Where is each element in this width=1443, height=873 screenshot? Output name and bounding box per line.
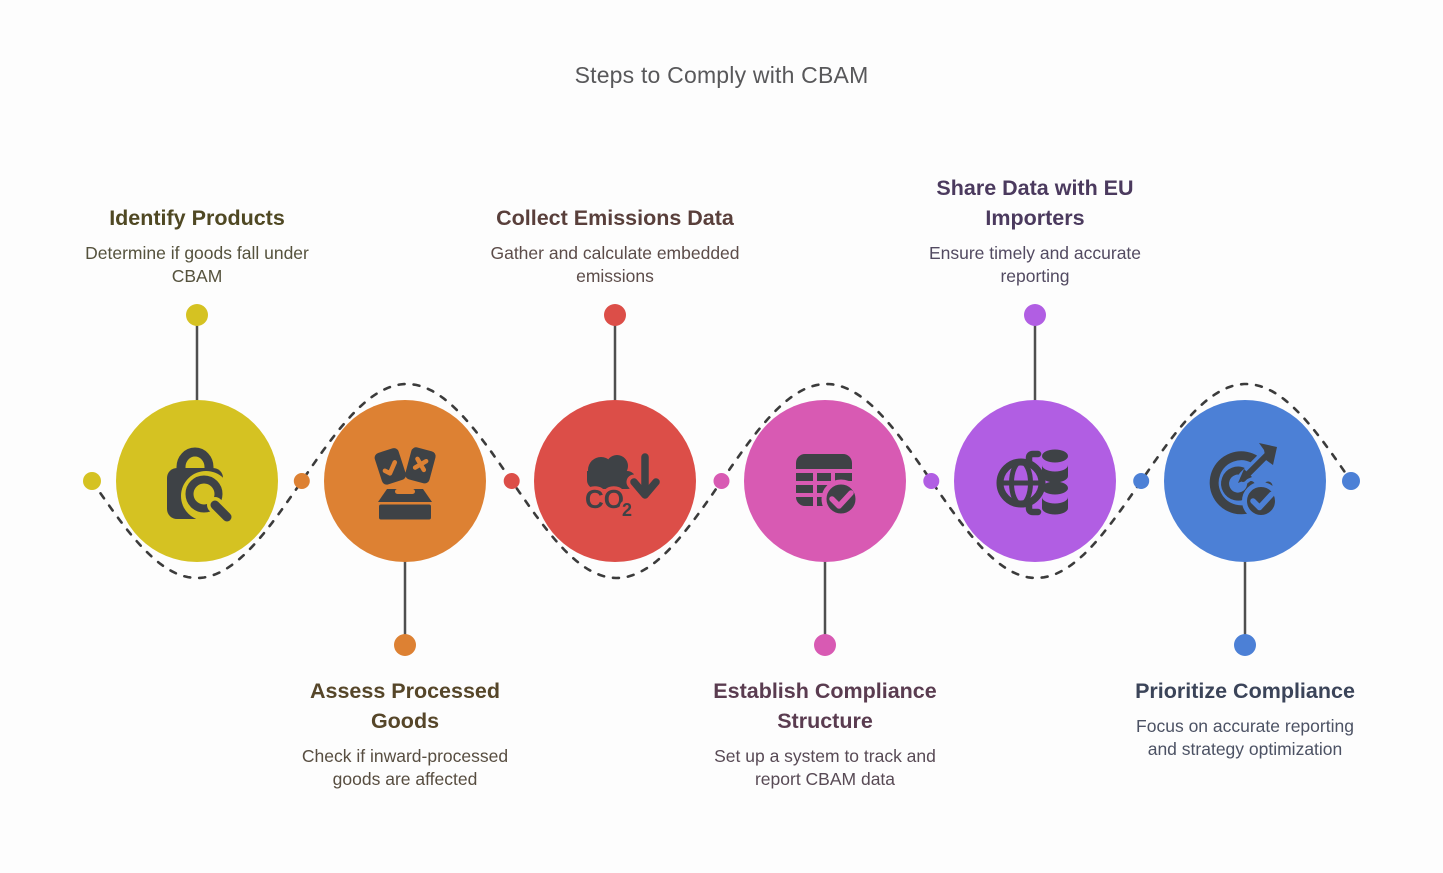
step-text-6: Prioritize Compliance Focus on accurate r…	[1080, 676, 1410, 760]
step-text-5: Share Data with EU Importers Ensure timel…	[870, 152, 1200, 287]
globe-database-icon	[996, 449, 1068, 516]
step-description: Determine if goods fall under CBAM	[85, 243, 309, 286]
step-title: Assess Processed Goods	[309, 679, 501, 733]
connector-end-dot	[1342, 472, 1360, 490]
step-circle-1	[116, 400, 278, 562]
co2-cloud-arrow-down-icon: CO 2	[582, 449, 664, 523]
step-title: Establish Compliance Structure	[713, 679, 937, 733]
svg-text:2: 2	[622, 500, 632, 520]
step-description: Focus on accurate reporting and strategy…	[1136, 716, 1354, 759]
connector-gap-dot	[1133, 473, 1150, 489]
step-text-1: Identify Products Determine if goods fall…	[32, 152, 362, 287]
diagram-title: Steps to Comply with CBAM	[574, 62, 869, 88]
step-circle-5	[954, 400, 1116, 562]
step-description: Set up a system to track and report CBAM…	[714, 746, 936, 789]
step-circle-2	[324, 400, 486, 562]
pin-dot	[1024, 304, 1046, 326]
step-circle-3: CO 2	[534, 400, 696, 562]
pin-dot	[394, 634, 416, 656]
ballot-box-check-cross-icon	[374, 447, 436, 520]
step-text-2: Assess Processed Goods Check if inward-pr…	[240, 676, 570, 790]
pin-dot	[1234, 634, 1256, 656]
pin-dot	[186, 304, 208, 326]
step-title: Collect Emissions Data	[496, 206, 734, 230]
step-description: Check if inward-processed goods are affe…	[301, 746, 509, 789]
svg-text:CO: CO	[585, 484, 624, 514]
step-title: Identify Products	[109, 206, 285, 230]
step-title: Prioritize Compliance	[1135, 679, 1355, 703]
target-dart-checkmark-icon	[1209, 443, 1280, 520]
connector-gap-dot	[293, 473, 310, 489]
step-description: Gather and calculate embedded emissions	[490, 243, 740, 286]
step-text-4: Establish Compliance Structure Set up a s…	[660, 676, 990, 790]
connector-gap-dot	[503, 473, 520, 489]
step-text-3: Collect Emissions Data Gather and calcula…	[450, 152, 780, 287]
table-checkmark-icon	[796, 454, 861, 519]
step-title: Share Data with EU Importers	[936, 176, 1134, 230]
step-circle-4	[744, 400, 906, 562]
pin-dot	[604, 304, 626, 326]
step-circle-6	[1164, 400, 1326, 562]
connector-start-dot	[83, 472, 101, 490]
pin-dot	[814, 634, 836, 656]
shopping-bag-search-icon	[167, 447, 235, 525]
step-description: Ensure timely and accurate reporting	[928, 243, 1142, 286]
connector-gap-dot	[923, 473, 940, 489]
connector-gap-dot	[713, 473, 730, 489]
